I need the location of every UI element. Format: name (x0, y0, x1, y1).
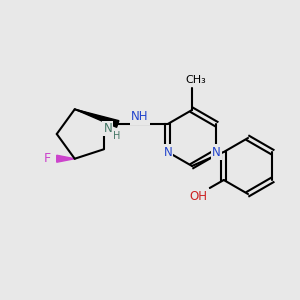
Text: H: H (113, 131, 121, 141)
Text: N: N (103, 122, 112, 135)
Text: NH: NH (131, 110, 148, 124)
Text: F: F (44, 152, 51, 165)
Text: CH₃: CH₃ (186, 75, 206, 85)
Text: N: N (164, 146, 172, 158)
Text: N: N (212, 146, 220, 158)
Polygon shape (75, 109, 119, 127)
Text: OH: OH (190, 190, 208, 202)
Polygon shape (57, 155, 75, 162)
